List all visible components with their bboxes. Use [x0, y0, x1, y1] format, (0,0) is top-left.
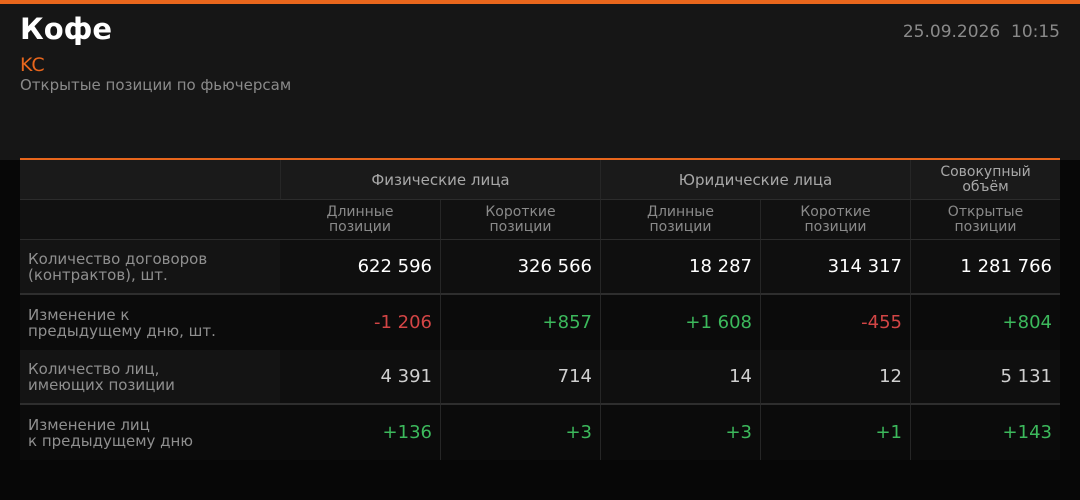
cell: 1 281 766	[910, 240, 1060, 295]
column-header-text: Короткие позиции	[800, 203, 871, 235]
column-header: Короткие позиции	[760, 200, 910, 240]
cell-text: +3	[565, 422, 592, 443]
subtitle: Открытые позиции по фьючерсам	[20, 76, 292, 94]
cell-text: 18 287	[689, 256, 752, 277]
cell-text: 1 281 766	[960, 256, 1052, 277]
cell: 314 317	[760, 240, 910, 295]
cell-text: 314 317	[827, 256, 902, 277]
column-header-text: Короткие позиции	[485, 203, 556, 235]
cell: +804	[910, 295, 1060, 350]
cell-text: -1 206	[373, 312, 432, 333]
cell: +3	[440, 405, 600, 460]
group-header-text: Совокупный объём	[940, 163, 1031, 195]
cell-text: +857	[542, 312, 592, 333]
ticker: KC	[20, 54, 45, 76]
cell-text: +804	[1002, 312, 1052, 333]
cell-text: +3	[725, 422, 752, 443]
cell: +136	[280, 405, 440, 460]
row-label-text: Изменение лиц к предыдущему дню	[28, 415, 193, 450]
cell: 4 391	[280, 350, 440, 405]
cell-text: 326 566	[517, 256, 592, 277]
row-label-text: Количество лиц, имеющих позиции	[28, 359, 175, 394]
row-label-text: Количество договоров (контрактов), шт.	[28, 249, 208, 284]
cell: -1 206	[280, 295, 440, 350]
cell: +3	[600, 405, 760, 460]
row-label-text: Изменение к предыдущему дню, шт.	[28, 305, 216, 340]
column-header: Длинные позиции	[280, 200, 440, 240]
column-header-text: Открытые позиции	[947, 203, 1024, 235]
cell: 18 287	[600, 240, 760, 295]
row-label: Количество договоров (контрактов), шт.	[20, 240, 280, 295]
cell-text: 714	[557, 366, 592, 387]
cell: 12	[760, 350, 910, 405]
row-label: Изменение лиц к предыдущему дню	[20, 405, 280, 460]
column-header-text: Длинные позиции	[326, 203, 394, 235]
column-header: Открытые позиции	[910, 200, 1060, 240]
datetime: 25.09.2026 10:15	[902, 22, 1060, 42]
cell: +857	[440, 295, 600, 350]
column-header: Короткие позиции	[440, 200, 600, 240]
cell: 714	[440, 350, 600, 405]
header: Кофе KC Открытые позиции по фьючерсам 25…	[0, 0, 1080, 160]
cell: 14	[600, 350, 760, 405]
cell-text: -455	[861, 312, 902, 333]
cell-text: 5 131	[1000, 366, 1052, 387]
cell: +1	[760, 405, 910, 460]
cell-text: +143	[1002, 422, 1052, 443]
row-label: Количество лиц, имеющих позиции	[20, 350, 280, 405]
cell-text: +1	[875, 422, 902, 443]
cell: 5 131	[910, 350, 1060, 405]
cell-text: 14	[729, 366, 752, 387]
cell-text: 622 596	[357, 256, 432, 277]
group-header-text: Физические лица	[371, 170, 510, 189]
cell: -455	[760, 295, 910, 350]
group-header	[20, 160, 280, 200]
group-header-text: Юридические лица	[678, 170, 833, 189]
table: Физические лица Юридические лица Совокупны…	[20, 158, 1060, 462]
row-label: Изменение к предыдущему дню, шт.	[20, 295, 280, 350]
cell: +143	[910, 405, 1060, 460]
group-header: Физические лица	[280, 160, 600, 200]
cell-text: +136	[382, 422, 432, 443]
cell-text: 4 391	[380, 366, 432, 387]
cell-text: 12	[879, 366, 902, 387]
group-header: Юридические лица	[600, 160, 910, 200]
cell: 622 596	[280, 240, 440, 295]
cell: +1 608	[600, 295, 760, 350]
column-header-text: Длинные позиции	[647, 203, 714, 235]
column-header	[20, 200, 280, 240]
column-header: Длинные позиции	[600, 200, 760, 240]
cell-text: +1 608	[685, 312, 752, 333]
cell: 326 566	[440, 240, 600, 295]
group-header: Совокупный объём	[910, 160, 1060, 200]
title: Кофе	[20, 12, 113, 46]
